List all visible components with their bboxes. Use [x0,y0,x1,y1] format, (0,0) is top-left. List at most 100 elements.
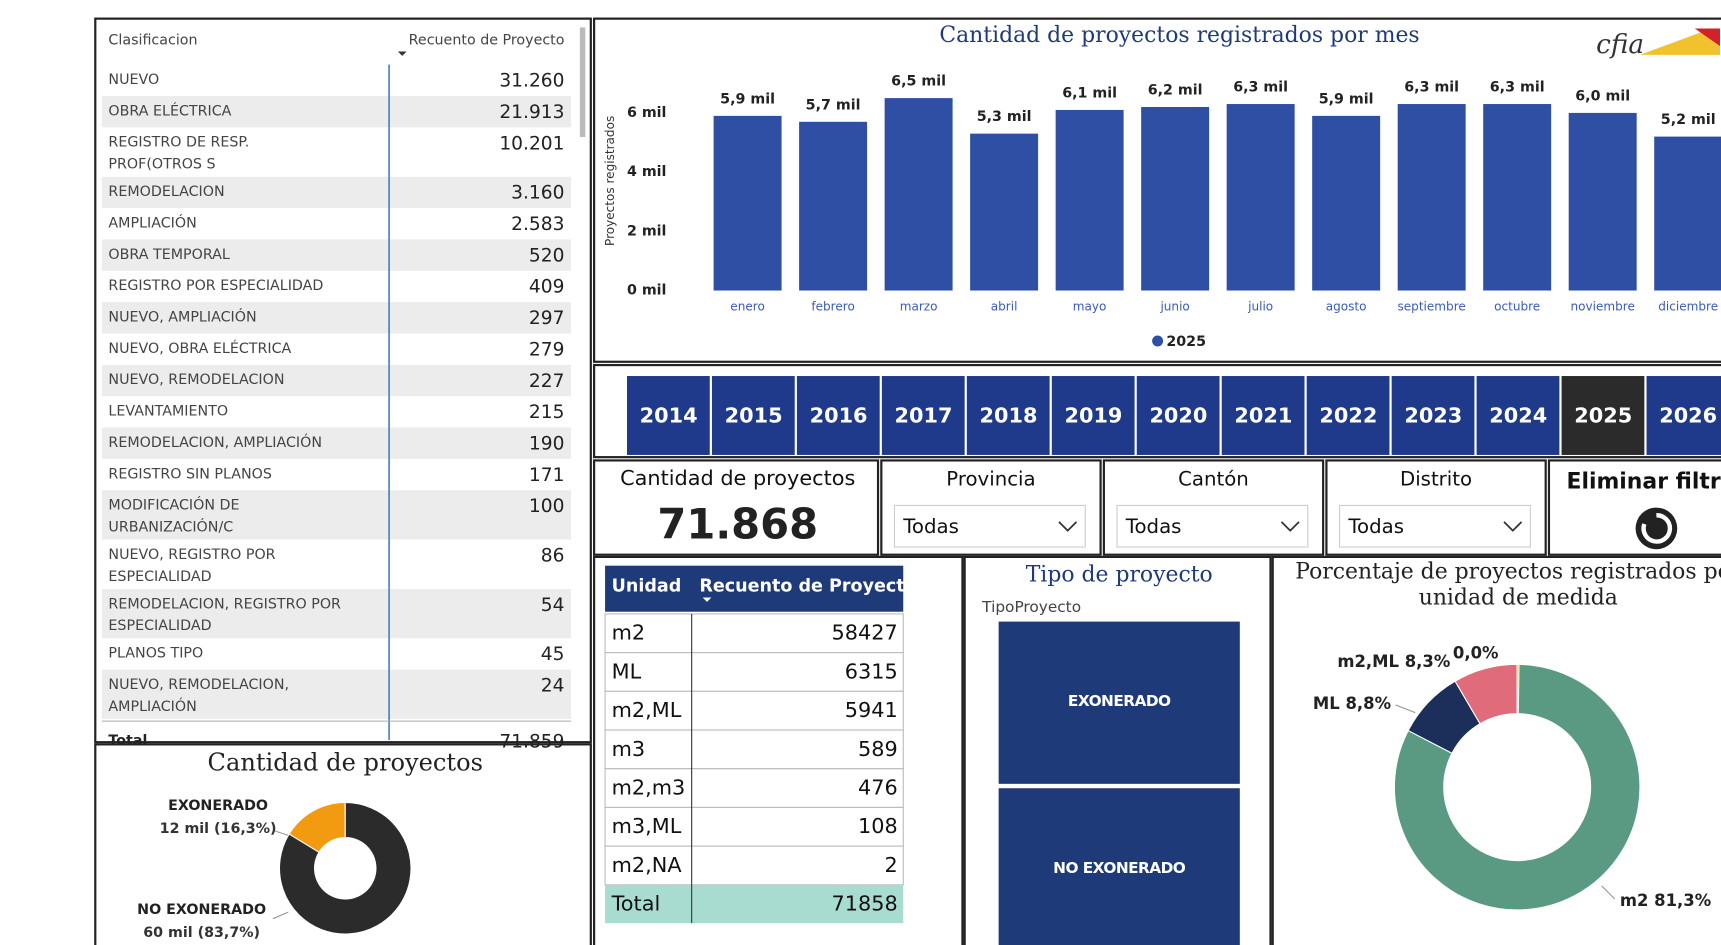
row-value: 589 [858,737,898,761]
column-header[interactable]: Recuento de Proyecto [409,33,565,49]
bar-label: 6,0 mil [1575,88,1630,104]
x-tick-label: mayo [1073,299,1107,313]
card-title: Cantidad de proyectos [620,466,855,490]
year-label[interactable]: 2019 [1064,404,1122,428]
row-label: NUEVO, REGISTRO POR ESPECIALIDAD [108,547,275,585]
year-button[interactable] [626,376,710,455]
row-value: 227 [529,371,565,392]
year-button[interactable] [1646,376,1721,455]
row-background [101,239,572,271]
year-button[interactable] [966,376,1050,455]
year-label[interactable]: 2016 [810,404,868,428]
x-tick-label: marzo [900,299,938,313]
bar [1226,104,1295,291]
slice-label: m2,ML 8,3% [1337,652,1450,671]
legend-marker [1152,335,1164,347]
leader-line [1395,704,1416,714]
row-label: REGISTRO SIN PLANOS [108,466,272,482]
year-label[interactable]: 2020 [1149,404,1207,428]
dropdown-chevron [1280,521,1300,532]
row-label: m2 [612,621,646,645]
tile[interactable] [998,621,1240,784]
year-label[interactable]: 2026 [1659,404,1717,428]
row-background [604,652,904,692]
dropdown-value[interactable]: Todas [1347,515,1404,538]
row-label: NUEVO, AMPLIACIÓN [108,307,256,325]
year-button[interactable] [1221,376,1305,455]
row-value: 6315 [845,659,898,683]
row-value: 54 [541,595,565,616]
year-button[interactable] [881,376,965,455]
tile-label[interactable]: NO EXONERADO [1053,859,1186,877]
donut-slice [1516,663,1520,715]
year-label[interactable]: 2025 [1574,404,1632,428]
year-label[interactable]: 2014 [640,404,698,428]
bar [1568,112,1637,291]
clear-filters-label[interactable]: Eliminar filtros [1567,469,1721,494]
dropdown[interactable] [893,504,1086,548]
row-value: 100 [529,496,565,517]
row-value: 476 [858,775,898,799]
year-button[interactable] [711,376,795,455]
total-row [605,884,904,924]
bar-label: 6,5 mil [891,74,946,90]
bar [1312,115,1381,291]
year-label[interactable]: 2021 [1234,404,1292,428]
slice-label: ML 8,8% [1313,693,1391,712]
dropdown[interactable] [1339,504,1531,548]
slice-category: NO EXONERADO [137,902,266,918]
slice-category: EXONERADO [168,798,268,814]
year-label[interactable]: 2015 [725,404,783,428]
row-value: 45 [541,644,565,665]
year-label[interactable]: 2018 [980,404,1038,428]
row-value: 58427 [832,621,898,645]
column-header[interactable]: Recuento de Proyecto [699,577,916,597]
tile[interactable] [998,788,1240,945]
slice-category: m2 [1620,891,1649,910]
field-label: TipoProyecto [981,598,1081,616]
x-tick-label: junio [1159,299,1189,313]
row-value: 31.260 [499,71,564,92]
row-background [101,427,572,459]
slice-category: m2,ML [1337,652,1399,671]
row-value: 2.583 [511,214,564,235]
filter-label: Distrito [1400,468,1472,491]
row-value: 215 [529,402,565,423]
bar [970,133,1039,291]
year-label[interactable]: 2024 [1489,404,1547,428]
row-background [101,588,572,639]
y-tick-label: 2 mil [627,223,667,239]
bar [799,121,868,291]
row-label: LEVANTAMIENTO [108,404,228,420]
year-button[interactable] [1051,376,1135,455]
year-button[interactable] [796,376,880,455]
dropdown[interactable] [1116,504,1309,548]
dropdown-value[interactable]: Todas [902,515,959,538]
year-button[interactable] [1561,376,1645,455]
bar-label: 6,3 mil [1490,80,1545,96]
row-label: AMPLIACIÓN [108,213,196,231]
x-tick-label: abril [991,299,1018,313]
leader-line [274,830,289,836]
row-background [101,364,572,397]
year-button[interactable] [1391,376,1475,455]
year-label[interactable]: 2023 [1404,404,1462,428]
year-label[interactable]: 2022 [1319,404,1377,428]
year-button[interactable] [1476,376,1560,455]
scrollbar [579,27,586,138]
clear-filters-panel [1547,459,1721,556]
dropdown-value[interactable]: Todas [1125,515,1182,538]
logo-shape [1639,28,1720,55]
year-button[interactable] [1306,376,1390,455]
year-label[interactable]: 2017 [895,404,953,428]
row-value: 190 [529,433,565,454]
year-button[interactable] [1136,376,1220,455]
donut-slice [1393,663,1641,911]
tile-label[interactable]: EXONERADO [1068,692,1172,710]
row-label: OBRA TEMPORAL [108,247,229,263]
panel-title: Porcentaje de proyectos registrados por u… [1295,559,1721,610]
panel-title: Cantidad de proyectos [208,749,483,777]
row-value: 409 [529,277,565,298]
filter-label: Cantón [1178,468,1249,491]
